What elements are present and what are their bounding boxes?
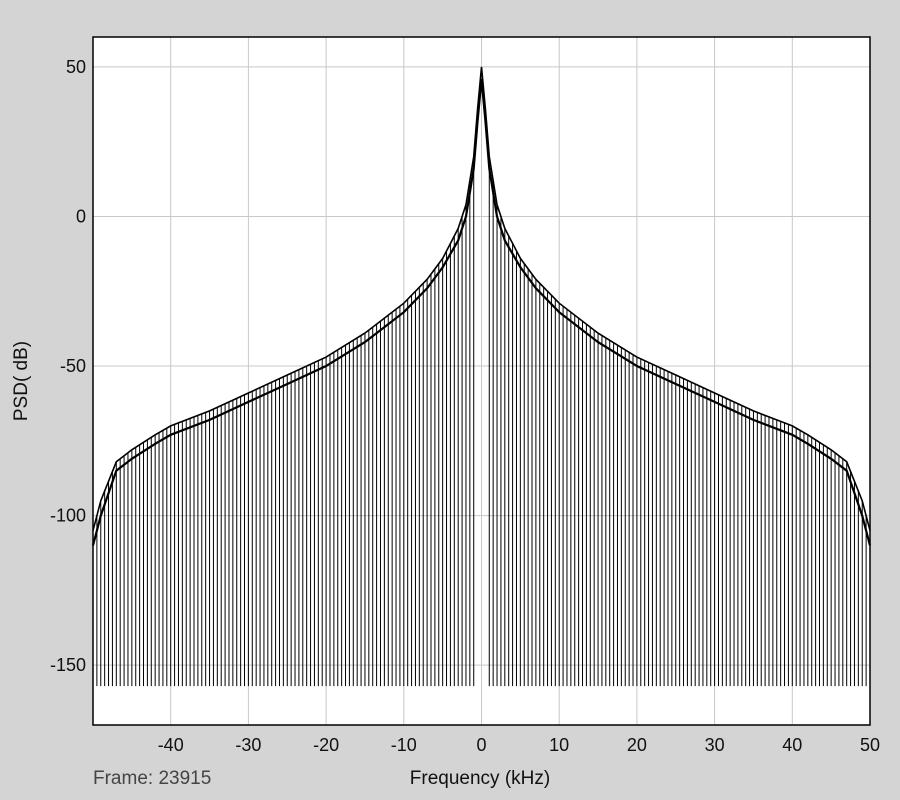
x-tick-label: -30 <box>235 735 261 755</box>
x-tick-label: 20 <box>627 735 647 755</box>
x-tick-label: 50 <box>860 735 880 755</box>
x-tick-label: -10 <box>391 735 417 755</box>
y-tick-label: 50 <box>66 57 86 77</box>
y-tick-label: -100 <box>50 506 86 526</box>
x-tick-labels: -40 -30 -20 -10 0 10 20 30 40 50 <box>158 735 880 755</box>
psd-series <box>91 66 872 546</box>
y-axis-title: PSD( dB) <box>11 341 32 421</box>
y-tick-label: -150 <box>50 655 86 675</box>
frame-counter: Frame: 23915 <box>93 768 211 789</box>
x-tick-label: 40 <box>782 735 802 755</box>
y-tick-label: 0 <box>76 206 86 226</box>
psd-series-line <box>92 66 871 531</box>
y-tick-labels: 50 0 -50 -100 -150 <box>50 57 86 675</box>
x-tick-label: -40 <box>158 735 184 755</box>
plot-border <box>92 36 871 726</box>
psd-spikes <box>92 156 871 687</box>
x-tick-label: 30 <box>705 735 725 755</box>
x-tick-label: -20 <box>313 735 339 755</box>
y-tick-label: -50 <box>60 356 86 376</box>
psd-series-line <box>91 78 872 546</box>
x-tick-label: 0 <box>476 735 486 755</box>
x-axis-title: Frequency (kHz) <box>410 768 550 789</box>
x-tick-label: 10 <box>549 735 569 755</box>
